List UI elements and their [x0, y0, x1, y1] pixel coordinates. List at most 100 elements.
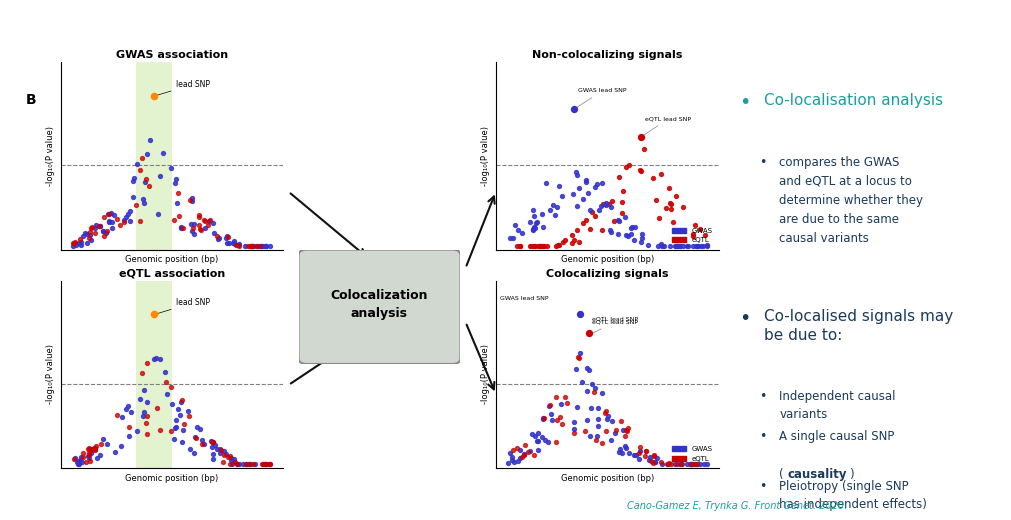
- Point: [611, 448, 627, 456]
- Point: [642, 453, 658, 461]
- Point: [628, 451, 644, 459]
- Point: [244, 242, 260, 250]
- Point: [645, 451, 661, 460]
- Point: [667, 192, 683, 200]
- Point: [695, 242, 711, 250]
- Point: [620, 449, 636, 458]
- Point: [589, 404, 606, 412]
- Point: [605, 217, 621, 225]
- Point: [603, 435, 619, 444]
- Point: [69, 458, 85, 466]
- Point: [246, 242, 262, 250]
- Point: [517, 441, 533, 449]
- Point: [75, 453, 91, 461]
- Point: [66, 455, 82, 463]
- Point: [686, 220, 703, 229]
- Point: [618, 444, 634, 452]
- Point: [82, 457, 98, 465]
- Point: [133, 154, 150, 163]
- Point: [654, 460, 670, 468]
- Point: [585, 388, 602, 397]
- Point: [190, 212, 206, 220]
- Point: [135, 386, 152, 394]
- Point: [222, 460, 239, 469]
- Bar: [136, 62, 172, 250]
- Point: [501, 234, 518, 242]
- Point: [549, 241, 565, 250]
- Point: [618, 163, 634, 171]
- Text: ): ): [848, 469, 853, 482]
- Point: [139, 149, 155, 158]
- Point: [636, 452, 652, 461]
- Point: [526, 224, 542, 232]
- Point: [683, 460, 700, 469]
- Point: [114, 413, 130, 421]
- Point: [541, 402, 557, 410]
- Point: [646, 458, 662, 466]
- Point: [510, 457, 526, 465]
- Point: [578, 177, 594, 186]
- Point: [666, 460, 682, 469]
- Point: [526, 212, 542, 220]
- Point: [698, 242, 714, 250]
- X-axis label: Genomic position (bp): Genomic position (bp): [125, 474, 218, 483]
- Point: [512, 446, 528, 454]
- Point: [216, 451, 233, 459]
- Point: [206, 440, 222, 449]
- Point: [218, 231, 235, 240]
- Point: [672, 460, 688, 469]
- Point: [618, 231, 634, 239]
- Point: [169, 199, 185, 207]
- Point: [204, 438, 220, 446]
- Point: [184, 197, 200, 205]
- Point: [137, 419, 154, 427]
- Point: [548, 393, 564, 401]
- Point: [238, 460, 254, 469]
- Point: [71, 239, 87, 247]
- Point: [526, 223, 542, 231]
- Point: [257, 242, 273, 250]
- Point: [242, 460, 258, 469]
- Text: eQTL lead SNP: eQTL lead SNP: [586, 320, 637, 336]
- Text: GWAS lead SNP: GWAS lead SNP: [499, 295, 548, 301]
- Point: [627, 223, 643, 231]
- Point: [503, 453, 520, 461]
- Point: [632, 167, 648, 175]
- Point: [645, 174, 661, 183]
- Point: [249, 242, 265, 250]
- Point: [615, 425, 631, 434]
- Point: [565, 105, 581, 113]
- Point: [87, 445, 103, 453]
- Point: [556, 236, 572, 244]
- Point: [588, 432, 605, 440]
- Point: [612, 417, 628, 425]
- X-axis label: Genomic position (bp): Genomic position (bp): [560, 255, 653, 264]
- Point: [77, 229, 93, 237]
- Point: [661, 199, 677, 207]
- Point: [81, 233, 97, 242]
- Point: [185, 220, 201, 228]
- Point: [122, 206, 139, 215]
- Point: [137, 178, 154, 186]
- Point: [181, 411, 197, 420]
- Point: [521, 218, 537, 226]
- Text: lead SNP: lead SNP: [157, 80, 210, 95]
- Point: [135, 195, 152, 203]
- Point: [168, 175, 184, 183]
- Point: [617, 213, 633, 221]
- Point: [578, 364, 594, 372]
- Point: [133, 369, 150, 378]
- Point: [576, 427, 592, 435]
- Point: [565, 418, 581, 426]
- Point: [509, 444, 525, 452]
- Point: [625, 236, 641, 244]
- Point: [671, 242, 687, 250]
- Point: [118, 213, 134, 222]
- Point: [103, 209, 119, 217]
- Point: [650, 242, 666, 250]
- Point: [155, 149, 171, 158]
- Point: [80, 452, 96, 461]
- Point: [225, 455, 242, 463]
- Y-axis label: -log₁₀(P value): -log₁₀(P value): [481, 126, 490, 186]
- Point: [244, 242, 260, 250]
